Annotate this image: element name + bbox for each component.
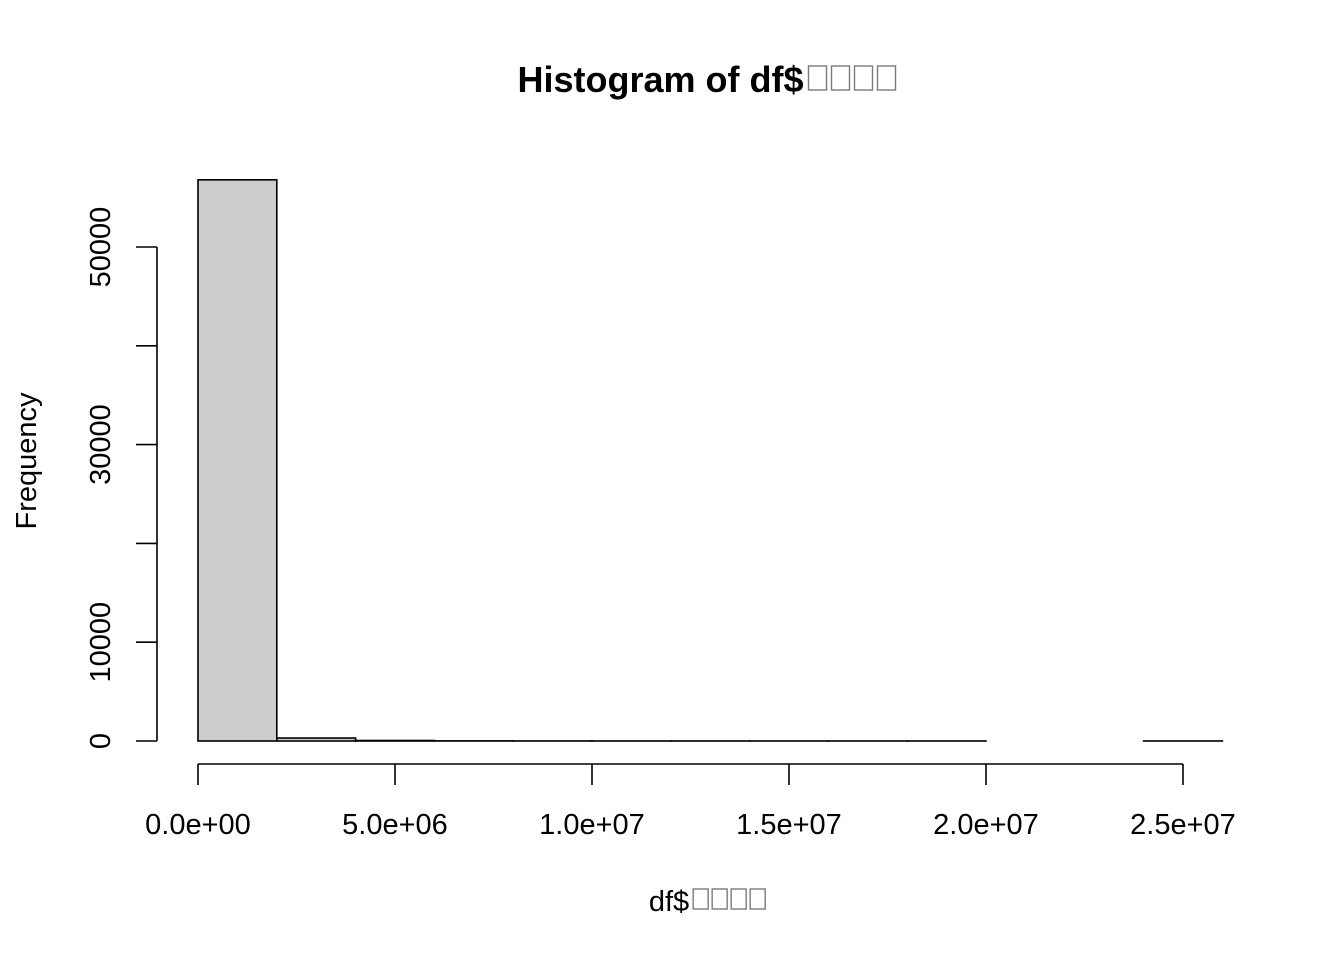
x-tick-label: 2.0e+07	[933, 809, 1039, 841]
missing-glyph-box	[749, 888, 766, 910]
missing-glyph-box	[692, 888, 709, 910]
x-tick-label: 1.5e+07	[736, 809, 842, 841]
histogram-bar	[197, 179, 278, 742]
x-tick-label: 5.0e+06	[342, 809, 448, 841]
x-axis: 0.0e+00 5.0e+06 1.0e+07 1.5e+07 2.0e+07 2.5e+…	[145, 763, 1236, 841]
y-tick-label: 0	[85, 733, 117, 749]
histogram-bar	[275, 737, 357, 742]
x-tick-label: 0.0e+00	[145, 809, 251, 841]
missing-glyph-box	[853, 65, 874, 91]
y-tick-label: 10000	[85, 602, 117, 683]
missing-glyph-box	[876, 65, 897, 91]
missing-glyph-box	[711, 888, 728, 910]
chart-title: Histogram of df$	[517, 59, 803, 100]
missing-glyph-box	[830, 65, 851, 91]
y-tick-label: 30000	[85, 404, 117, 485]
histogram-bars	[197, 179, 1224, 742]
x-tick-label: 1.0e+07	[539, 809, 645, 841]
x-label-missing-glyphs	[692, 888, 766, 910]
title-missing-glyphs	[807, 65, 897, 91]
missing-glyph-box	[730, 888, 747, 910]
x-axis-label-group: df$	[649, 886, 766, 918]
chart-title-group: Histogram of df$	[517, 59, 897, 100]
missing-glyph-box	[807, 65, 828, 91]
y-tick-label: 50000	[85, 207, 117, 288]
x-tick-label: 2.5e+07	[1130, 809, 1236, 841]
x-axis-label: df$	[649, 886, 689, 918]
y-axis: 0 10000 30000 50000	[85, 207, 158, 749]
y-axis-label: Frequency	[11, 392, 43, 530]
